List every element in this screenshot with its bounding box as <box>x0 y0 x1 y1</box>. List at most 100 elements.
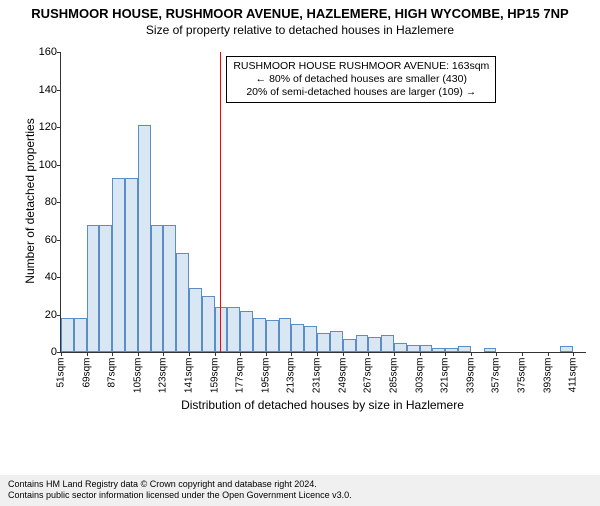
histogram-bar <box>202 296 215 352</box>
y-tick-mark <box>57 165 61 166</box>
histogram-bar <box>189 288 202 352</box>
x-tick-mark <box>471 352 472 356</box>
y-tick-label: 20 <box>45 309 57 321</box>
x-tick-label: 411sqm <box>568 358 579 402</box>
plot-area: 02040608010012014016051sqm69sqm87sqm105s… <box>60 52 586 353</box>
annotation-line: ← 80% of detached houses are smaller (43… <box>233 73 489 86</box>
histogram-bar <box>151 225 164 353</box>
x-tick-label: 321sqm <box>440 358 451 402</box>
histogram-bar <box>266 320 279 352</box>
histogram-bar <box>394 343 407 352</box>
histogram-bar <box>240 311 253 352</box>
y-tick-mark <box>57 127 61 128</box>
y-axis-label: Number of detached properties <box>23 101 37 301</box>
x-tick-mark <box>291 352 292 356</box>
histogram-bar <box>560 346 573 352</box>
x-tick-label: 393sqm <box>542 358 553 402</box>
annotation-line: RUSHMOOR HOUSE RUSHMOOR AVENUE: 163sqm <box>233 60 489 73</box>
histogram-bar <box>343 339 356 352</box>
x-tick-label: 357sqm <box>491 358 502 402</box>
x-tick-label: 159sqm <box>209 358 220 402</box>
histogram-bar <box>279 318 292 352</box>
x-tick-mark <box>420 352 421 356</box>
x-tick-label: 249sqm <box>337 358 348 402</box>
histogram-bar <box>227 307 240 352</box>
x-tick-label: 375sqm <box>516 358 527 402</box>
histogram-bar <box>484 348 497 352</box>
y-tick-mark <box>57 240 61 241</box>
x-tick-label: 177sqm <box>235 358 246 402</box>
annotation-line: 20% of semi-detached houses are larger (… <box>233 86 489 99</box>
x-tick-mark <box>573 352 574 356</box>
x-tick-mark <box>445 352 446 356</box>
x-tick-mark <box>112 352 113 356</box>
x-tick-label: 231sqm <box>312 358 323 402</box>
x-tick-label: 339sqm <box>465 358 476 402</box>
x-tick-label: 105sqm <box>132 358 143 402</box>
histogram-bar <box>432 348 445 352</box>
chart-wrap: Number of detached properties 0204060801… <box>0 44 600 444</box>
histogram-bar <box>330 331 343 352</box>
y-tick-label: 140 <box>39 84 57 96</box>
x-tick-label: 69sqm <box>81 358 92 402</box>
x-axis-label: Distribution of detached houses by size … <box>60 398 585 412</box>
histogram-bar <box>356 335 369 352</box>
x-tick-label: 267sqm <box>363 358 374 402</box>
histogram-bar <box>445 348 458 352</box>
x-tick-mark <box>163 352 164 356</box>
y-tick-mark <box>57 277 61 278</box>
x-tick-label: 141sqm <box>184 358 195 402</box>
x-tick-mark <box>61 352 62 356</box>
annotation-box: RUSHMOOR HOUSE RUSHMOOR AVENUE: 163sqm← … <box>226 56 496 103</box>
histogram-bar <box>138 125 151 352</box>
y-tick-label: 80 <box>45 196 57 208</box>
histogram-bar <box>381 335 394 352</box>
x-tick-mark <box>266 352 267 356</box>
x-tick-label: 303sqm <box>414 358 425 402</box>
histogram-bar <box>317 333 330 352</box>
histogram-bar <box>61 318 74 352</box>
x-tick-label: 213sqm <box>286 358 297 402</box>
footer: Contains HM Land Registry data © Crown c… <box>0 475 600 506</box>
x-tick-mark <box>548 352 549 356</box>
histogram-bar <box>99 225 112 353</box>
histogram-bar <box>291 324 304 352</box>
x-tick-mark <box>189 352 190 356</box>
chart-subtitle: Size of property relative to detached ho… <box>0 23 600 37</box>
histogram-bar <box>125 178 138 352</box>
x-tick-label: 87sqm <box>107 358 118 402</box>
x-tick-mark <box>394 352 395 356</box>
y-tick-label: 40 <box>45 271 57 283</box>
y-tick-label: 100 <box>39 159 57 171</box>
histogram-bar <box>407 345 420 353</box>
y-tick-mark <box>57 315 61 316</box>
y-tick-label: 60 <box>45 234 57 246</box>
x-tick-label: 285sqm <box>388 358 399 402</box>
x-tick-mark <box>343 352 344 356</box>
y-tick-label: 160 <box>39 46 57 58</box>
y-tick-mark <box>57 90 61 91</box>
chart-title: RUSHMOOR HOUSE, RUSHMOOR AVENUE, HAZLEME… <box>0 6 600 21</box>
histogram-bar <box>112 178 125 352</box>
x-tick-mark <box>522 352 523 356</box>
y-tick-mark <box>57 202 61 203</box>
histogram-bar <box>87 225 100 353</box>
histogram-bar <box>368 337 381 352</box>
reference-line <box>220 52 221 352</box>
histogram-bar <box>163 225 176 353</box>
histogram-bar <box>253 318 266 352</box>
x-tick-mark <box>496 352 497 356</box>
footer-line-2: Contains public sector information licen… <box>8 490 592 501</box>
histogram-bar <box>304 326 317 352</box>
histogram-bar <box>420 345 433 353</box>
footer-line-1: Contains HM Land Registry data © Crown c… <box>8 479 592 490</box>
y-tick-label: 120 <box>39 121 57 133</box>
x-tick-mark <box>368 352 369 356</box>
x-tick-label: 195sqm <box>260 358 271 402</box>
histogram-bar <box>74 318 87 352</box>
x-tick-mark <box>317 352 318 356</box>
x-tick-label: 123sqm <box>158 358 169 402</box>
x-tick-mark <box>215 352 216 356</box>
x-tick-mark <box>138 352 139 356</box>
x-tick-label: 51sqm <box>56 358 67 402</box>
